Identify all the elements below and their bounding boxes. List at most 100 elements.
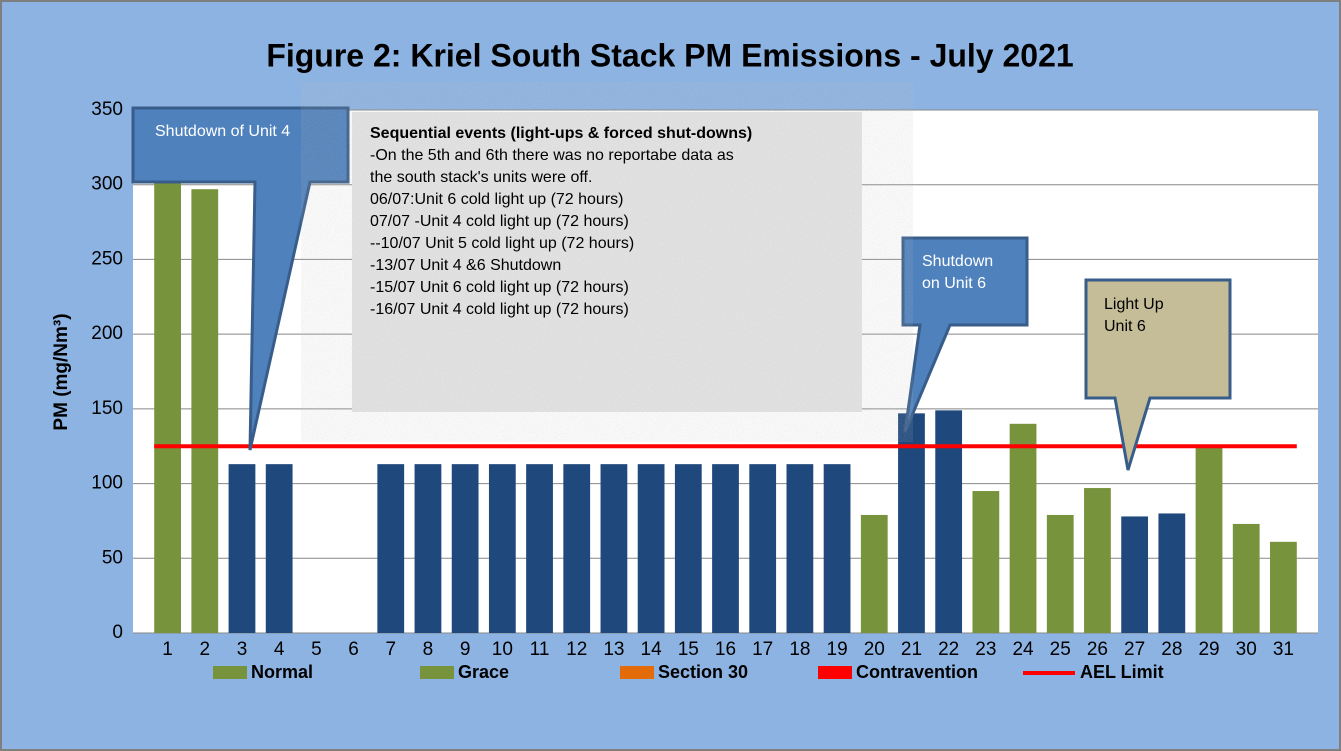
bar (526, 464, 553, 633)
bar (786, 464, 814, 633)
bar (414, 464, 442, 633)
x-tick-label: 4 (274, 639, 285, 660)
events-line: 07/07 -Unit 4 cold light up (72 hours) (370, 213, 629, 230)
bar (1009, 423, 1037, 633)
callout-shape (131, 106, 350, 451)
bar (972, 491, 1000, 633)
x-tick-label: 19 (827, 639, 848, 660)
legend-swatch (420, 666, 454, 679)
x-tick-label: 16 (715, 639, 736, 660)
callout-shape (901, 236, 1029, 433)
x-tick-label: 26 (1087, 639, 1108, 660)
x-tick-label: 22 (938, 639, 959, 660)
y-tick-label: 100 (91, 473, 123, 494)
events-line: -15/07 Unit 6 cold light up (72 hours) (370, 279, 629, 296)
events-line: -13/07 Unit 4 &6 Shutdown (370, 257, 561, 274)
bar (154, 177, 181, 633)
legend-label: Normal (251, 662, 313, 682)
x-tick-label: 8 (423, 639, 434, 660)
events-title: Sequential events (light-ups & forced sh… (370, 125, 752, 142)
legend-label: Contravention (856, 662, 978, 682)
x-tick-label: 1 (162, 639, 173, 660)
bar (674, 464, 702, 633)
y-tick-label: 300 (91, 174, 123, 195)
x-tick-label: 5 (311, 639, 322, 660)
x-tick-label: 7 (385, 639, 396, 660)
bar (563, 464, 591, 633)
legend-label: AEL Limit (1080, 662, 1164, 682)
bar (1158, 513, 1186, 633)
callout: Shutdown of Unit 4 (131, 106, 350, 451)
bar (898, 413, 925, 633)
y-tick-label: 0 (112, 622, 123, 643)
legend-label: Section 30 (658, 662, 748, 682)
x-tick-label: 23 (975, 639, 996, 660)
callout-text: on Unit 6 (922, 275, 986, 292)
x-tick-label: 15 (678, 639, 699, 660)
callout-text: Light Up (1104, 296, 1164, 313)
x-tick-label: 11 (530, 639, 550, 660)
y-tick-label: 250 (91, 248, 123, 269)
y-axis-label: PM (mg/Nm³) (51, 313, 72, 430)
x-tick-label: 24 (1012, 639, 1034, 660)
bar (265, 464, 293, 633)
x-tick-label: 10 (492, 639, 513, 660)
bar (860, 514, 888, 633)
x-tick-label: 14 (641, 639, 663, 660)
bar (749, 464, 777, 633)
bar (1084, 488, 1111, 633)
callout-shape (1084, 278, 1232, 471)
x-tick-label: 9 (460, 639, 471, 660)
legend-swatch (818, 666, 852, 679)
x-tick-label: 17 (752, 639, 773, 660)
callout-text: Shutdown (922, 253, 993, 270)
bar (637, 464, 665, 633)
events-line: 06/07:Unit 6 cold light up (72 hours) (370, 191, 623, 208)
y-tick-label: 350 (91, 99, 123, 120)
bar (191, 189, 219, 633)
x-tick-label: 25 (1050, 639, 1071, 660)
bar (935, 410, 963, 633)
bar (600, 464, 628, 633)
callout-text: Shutdown of Unit 4 (155, 123, 290, 140)
bar (1270, 541, 1297, 633)
legend-swatch (620, 666, 654, 679)
x-tick-label: 12 (566, 639, 587, 660)
legend-swatch (213, 666, 247, 679)
y-tick-label: 200 (91, 323, 123, 344)
events-line: -On the 5th and 6th there was no reporta… (370, 147, 734, 164)
bar (228, 464, 256, 633)
bar (712, 464, 739, 633)
x-tick-label: 28 (1161, 639, 1182, 660)
y-tick-label: 50 (102, 547, 123, 568)
bar (1121, 516, 1149, 633)
callout: Shutdown on Unit 6 (901, 236, 1029, 433)
bar (451, 464, 479, 633)
events-line: --10/07 Unit 5 cold light up (72 hours) (370, 235, 634, 252)
x-tick-label: 31 (1273, 639, 1294, 660)
bar (823, 464, 851, 633)
x-tick-label: 18 (789, 639, 810, 660)
y-tick-label: 150 (91, 398, 123, 419)
callout: Light Up Unit 6 (1084, 278, 1232, 471)
events-line: -16/07 Unit 4 cold light up (72 hours) (370, 301, 629, 318)
chart-title: Figure 2: Kriel South Stack PM Emissions… (266, 37, 1073, 73)
x-tick-label: 3 (237, 639, 248, 660)
bar (377, 464, 405, 633)
legend-label: Grace (458, 662, 509, 682)
x-tick-label: 13 (603, 639, 624, 660)
bar (1232, 523, 1260, 633)
bar (1046, 514, 1074, 633)
x-tick-label: 29 (1198, 639, 1219, 660)
bar (1195, 446, 1223, 633)
x-tick-label: 6 (348, 639, 359, 660)
x-tick-label: 2 (200, 639, 211, 660)
events-line: the south stack's units were off. (370, 169, 592, 186)
bar (488, 464, 516, 633)
x-tick-label: 20 (864, 639, 885, 660)
x-tick-label: 27 (1124, 639, 1145, 660)
events-box (352, 112, 862, 412)
callout-text: Unit 6 (1104, 318, 1146, 335)
x-tick-label: 30 (1236, 639, 1257, 660)
